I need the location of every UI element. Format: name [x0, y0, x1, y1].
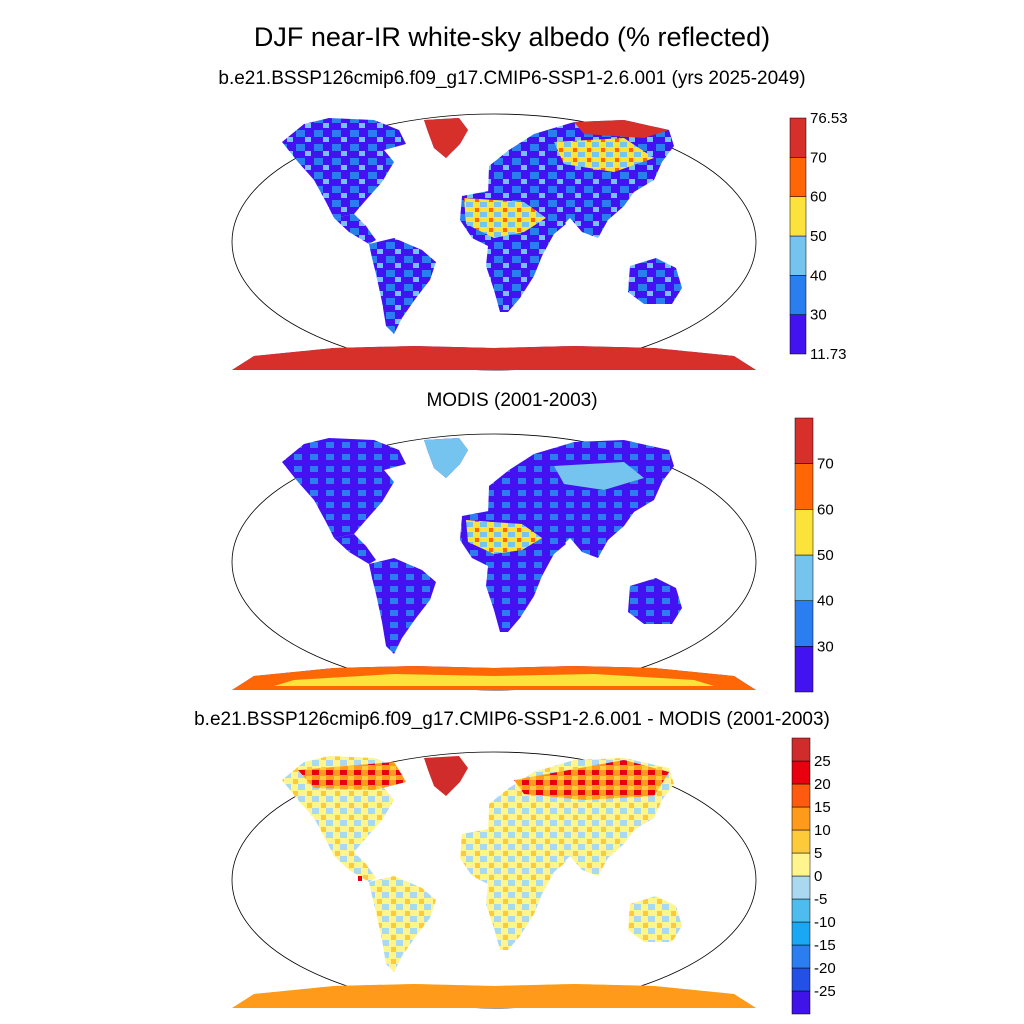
map-panel-1: [231, 113, 757, 371]
siberia-high: [574, 120, 669, 138]
eurasia-snow-region: [554, 462, 644, 490]
colorbar-segment: [794, 509, 814, 556]
colorbar-segment: [791, 829, 811, 854]
colorbar-segment: [791, 944, 811, 969]
colorbar-3: 25 20 15 10 5 0 -5 -10 -15 -20 -25: [791, 737, 836, 1015]
colorbar-tick-label: -25: [814, 983, 836, 1000]
eurasia-snow-region: [554, 138, 654, 172]
colorbar-segment: [791, 737, 811, 762]
antarctica-diff: [232, 984, 756, 1008]
map-panel-2: [231, 433, 757, 691]
sahara-region: [466, 520, 542, 554]
greenland-ice: [424, 438, 468, 478]
colorbar-segment: [791, 967, 811, 992]
panel-3-subtitle: b.e21.BSSP126cmip6.f09_g17.CMIP6-SSP1-2.…: [194, 709, 830, 730]
colorbar-segment: [789, 314, 807, 355]
colorbar-tick-label: 30: [810, 307, 827, 324]
colorbar-tick-label: 76.53: [810, 110, 848, 127]
colorbar-segment: [791, 898, 811, 923]
colorbar-segment: [791, 852, 811, 877]
panel-1-subtitle: b.e21.BSSP126cmip6.f09_g17.CMIP6-SSP1-2.…: [218, 68, 806, 89]
north-america-north: [298, 762, 406, 790]
colorbar-segment: [794, 646, 814, 693]
colorbar-segment: [791, 760, 811, 785]
colorbar-segment: [794, 417, 814, 464]
antarctica-ice: [232, 346, 756, 370]
map-panel-3: [231, 751, 757, 1009]
greenland-ice: [424, 118, 468, 158]
island-point: [358, 876, 362, 881]
antarctica-edge: [274, 674, 714, 686]
colorbar-1: 76.53 70 60 50 40 30 11.73: [789, 110, 848, 363]
colorbar-tick-label: 70: [810, 149, 827, 166]
greenland-diff: [424, 756, 468, 796]
colorbar-segment: [794, 600, 814, 647]
colorbar-tick-label: -5: [814, 891, 827, 908]
colorbar-tick-label: 40: [817, 593, 834, 610]
colorbar-tick-label: -20: [814, 960, 836, 977]
sahara-region: [464, 198, 546, 238]
colorbar-segment: [789, 157, 807, 197]
colorbar-tick-label: 40: [810, 267, 827, 284]
colorbar-segment: [794, 463, 814, 510]
colorbar-segment: [789, 235, 807, 276]
colorbar-segment: [791, 990, 811, 1015]
colorbar-tick-label: 60: [810, 189, 827, 206]
panel-2-subtitle: MODIS (2001-2003): [426, 390, 598, 411]
colorbar-tick-label: 11.73: [810, 346, 846, 363]
colorbar-segment: [789, 196, 807, 237]
colorbar-tick-label: 20: [814, 776, 831, 793]
colorbar-segment: [789, 117, 807, 158]
colorbar-tick-label: 70: [817, 456, 834, 473]
colorbar-tick-label: 10: [814, 822, 831, 839]
colorbar-tick-label: 50: [810, 228, 827, 245]
colorbar-tick-label: 30: [817, 638, 834, 655]
colorbar-segment: [794, 554, 814, 601]
colorbar-tick-label: 0: [814, 868, 822, 885]
colorbar-segment: [791, 875, 811, 900]
eurasia-north: [514, 760, 669, 800]
colorbar-tick-label: 25: [814, 753, 831, 770]
colorbar-segment: [791, 806, 811, 831]
colorbar-segment: [789, 275, 807, 315]
colorbar-tick-label: 60: [817, 501, 834, 518]
colorbar-tick-label: -15: [814, 937, 836, 954]
colorbar-tick-label: -10: [814, 914, 836, 931]
colorbar-2: 70 60 50 40 30: [794, 417, 834, 693]
colorbar-segment: [791, 783, 811, 808]
colorbar-tick-label: 5: [814, 845, 822, 862]
colorbar-tick-label: 50: [817, 547, 834, 564]
colorbar-segment: [791, 921, 811, 946]
colorbar-tick-label: 15: [814, 799, 831, 816]
figure-title: DJF near-IR white-sky albedo (% reflecte…: [253, 22, 771, 52]
